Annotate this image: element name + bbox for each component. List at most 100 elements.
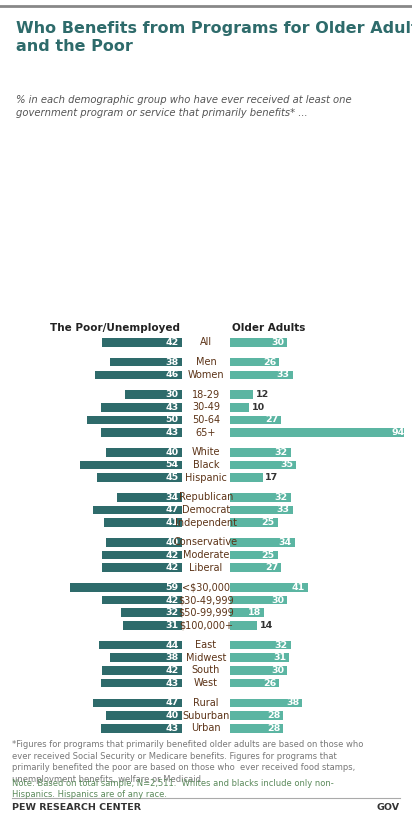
Text: 28: 28: [267, 724, 281, 733]
Text: 38: 38: [286, 698, 299, 707]
Bar: [230, 621, 257, 630]
Bar: [106, 448, 182, 457]
Text: South: South: [192, 666, 220, 676]
Text: 30: 30: [271, 596, 284, 604]
Bar: [104, 519, 182, 527]
Bar: [98, 641, 182, 649]
Text: 31: 31: [166, 621, 179, 630]
Text: Women: Women: [188, 370, 224, 380]
Bar: [230, 403, 249, 412]
Bar: [103, 550, 182, 559]
Text: 34: 34: [279, 538, 292, 547]
Text: $100,000+: $100,000+: [179, 621, 233, 631]
Bar: [230, 550, 278, 559]
Text: 47: 47: [166, 698, 179, 707]
Bar: [230, 653, 289, 662]
Text: 43: 43: [166, 679, 179, 688]
Bar: [101, 724, 182, 733]
Bar: [125, 390, 182, 399]
Text: 43: 43: [166, 403, 179, 412]
Text: <$30,000: <$30,000: [182, 583, 230, 593]
Bar: [97, 473, 182, 482]
Text: Rural: Rural: [193, 698, 219, 708]
Bar: [230, 428, 407, 437]
Bar: [230, 724, 283, 733]
Text: % in each demographic group who have ever received at least one
government progr: % in each demographic group who have eve…: [16, 95, 352, 118]
Text: 59: 59: [166, 583, 179, 592]
Text: 42: 42: [166, 564, 179, 572]
Text: 50: 50: [166, 415, 179, 424]
Bar: [70, 583, 182, 592]
Bar: [230, 461, 296, 469]
Text: 43: 43: [166, 428, 179, 437]
Bar: [103, 596, 182, 604]
Bar: [106, 538, 182, 547]
Bar: [103, 666, 182, 675]
Text: West: West: [194, 678, 218, 688]
Text: $50-99,999: $50-99,999: [178, 608, 234, 618]
Text: 26: 26: [263, 358, 276, 367]
Text: 32: 32: [166, 608, 179, 618]
Text: 41: 41: [166, 518, 179, 527]
Bar: [93, 505, 182, 515]
Text: Note: Based on total sample, N=2,511.  Whites and blacks include only non-
Hispa: Note: Based on total sample, N=2,511. Wh…: [12, 779, 334, 799]
Text: 30-49: 30-49: [192, 403, 220, 413]
Text: 32: 32: [275, 493, 288, 502]
Text: Liberal: Liberal: [190, 563, 222, 573]
Bar: [230, 416, 281, 424]
Text: 45: 45: [166, 473, 179, 482]
Text: 42: 42: [166, 666, 179, 675]
Text: 33: 33: [277, 505, 290, 515]
Bar: [230, 338, 287, 347]
Text: 40: 40: [166, 711, 179, 720]
Text: 35: 35: [281, 461, 294, 470]
Bar: [230, 608, 265, 617]
Bar: [230, 448, 291, 457]
Text: Older Adults: Older Adults: [232, 323, 306, 333]
Bar: [95, 370, 182, 379]
Bar: [101, 428, 182, 437]
Bar: [230, 666, 287, 675]
Text: 14: 14: [260, 621, 273, 630]
Text: 32: 32: [275, 447, 288, 456]
Text: 25: 25: [262, 550, 275, 559]
Text: GOV: GOV: [377, 803, 400, 813]
Text: 18-29: 18-29: [192, 389, 220, 399]
Bar: [230, 473, 262, 482]
Text: 44: 44: [166, 641, 179, 650]
Text: 65+: 65+: [196, 427, 216, 437]
Text: $30-49,999: $30-49,999: [178, 595, 234, 605]
Text: The Poor/Unemployed: The Poor/Unemployed: [49, 323, 180, 333]
Text: 38: 38: [166, 358, 179, 367]
Bar: [230, 641, 291, 649]
Text: Suburban: Suburban: [183, 710, 229, 720]
Bar: [80, 461, 182, 469]
Text: 33: 33: [277, 370, 290, 379]
Text: Moderate: Moderate: [183, 550, 229, 560]
Text: 25: 25: [262, 518, 275, 527]
Text: East: East: [195, 640, 217, 650]
Bar: [230, 390, 253, 399]
Bar: [117, 493, 182, 501]
Text: 42: 42: [166, 338, 179, 347]
Text: 30: 30: [271, 666, 284, 675]
Text: 41: 41: [292, 583, 305, 592]
Text: 47: 47: [166, 505, 179, 515]
Text: 46: 46: [166, 370, 179, 379]
Text: Midwest: Midwest: [186, 652, 226, 663]
Bar: [230, 519, 278, 527]
Text: 27: 27: [265, 415, 279, 424]
Bar: [230, 538, 295, 547]
Text: 12: 12: [256, 390, 269, 399]
Text: Who Benefits from Programs for Older Adults
and the Poor: Who Benefits from Programs for Older Adu…: [16, 21, 412, 54]
Text: 27: 27: [265, 564, 279, 572]
Bar: [93, 699, 182, 707]
Text: 42: 42: [166, 550, 179, 559]
Bar: [110, 358, 182, 367]
Bar: [230, 358, 279, 367]
Text: 17: 17: [265, 473, 279, 482]
Text: White: White: [192, 447, 220, 457]
Text: 30: 30: [166, 390, 179, 399]
Bar: [123, 621, 182, 630]
Bar: [121, 608, 182, 617]
